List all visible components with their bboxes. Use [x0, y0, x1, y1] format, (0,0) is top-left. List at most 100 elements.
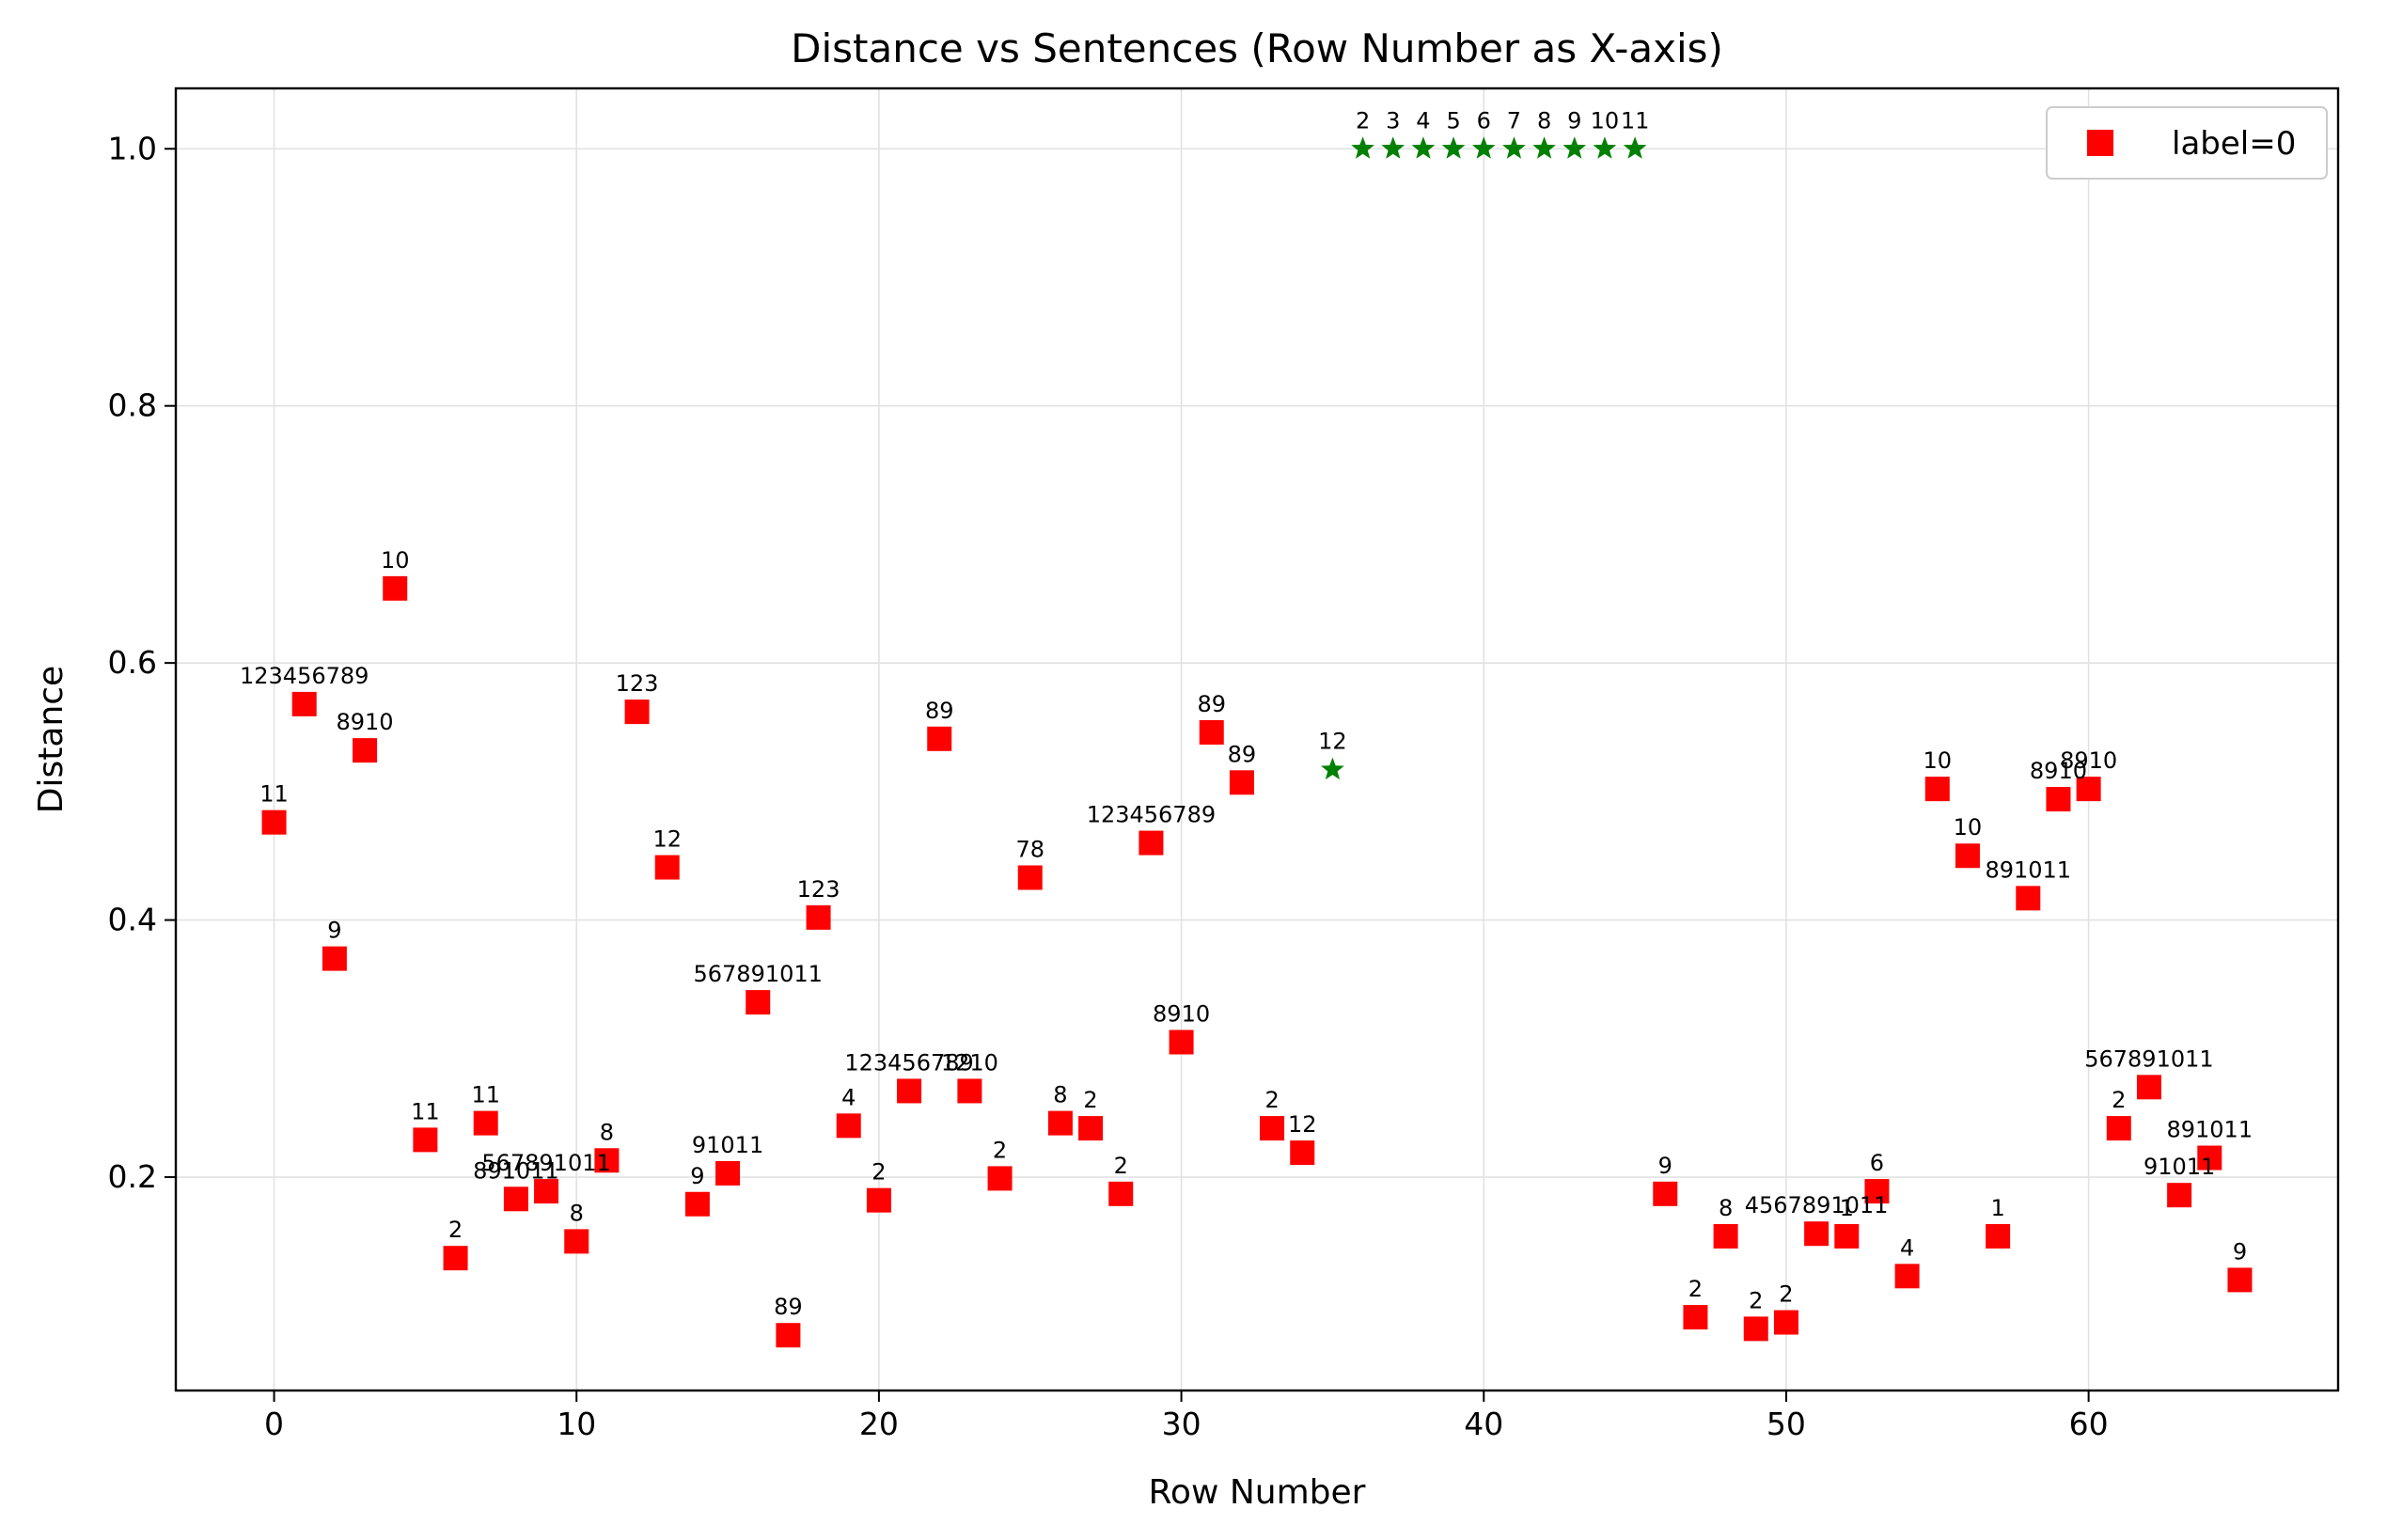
star-marker: [1321, 757, 1344, 780]
point-label: 89: [925, 698, 954, 724]
x-tick-label: 10: [557, 1406, 596, 1442]
square-marker: [503, 1186, 528, 1212]
point-label: 9: [2233, 1238, 2247, 1265]
point-label: 8910: [337, 709, 394, 735]
square-marker: [2227, 1267, 2253, 1293]
point-label: 12: [1288, 1111, 1317, 1138]
y-tick-label: 1.0: [108, 130, 157, 166]
point-label: 91011: [2144, 1154, 2215, 1180]
star-marker: [1532, 136, 1556, 159]
square-marker: [2167, 1183, 2192, 1208]
point-label: 6: [1870, 1150, 1884, 1176]
square-marker: [443, 1246, 468, 1271]
square-marker: [866, 1187, 891, 1213]
square-marker: [1894, 1264, 1920, 1289]
square-marker: [1108, 1181, 1134, 1206]
point-label: 8910: [2060, 747, 2117, 774]
point-label: 89: [1228, 741, 1257, 767]
square-marker: [715, 1160, 741, 1186]
y-tick-label: 0.2: [108, 1158, 157, 1195]
axis-ticks: 0 10 20 30 40 50 60 0.2 0.4 0.6 0.8 1.0: [108, 130, 2109, 1442]
point-label: 4: [1900, 1234, 1914, 1261]
square-marker: [2016, 886, 2041, 911]
point-label: 10: [1924, 747, 1953, 774]
y-tick-label: 0.4: [108, 902, 157, 938]
point-label: 10: [381, 547, 410, 574]
point-label: 2: [2112, 1087, 2126, 1113]
square-marker: [1804, 1221, 1830, 1247]
point-label: 8910: [2030, 758, 2087, 784]
point-label: 567891011: [694, 961, 823, 987]
square-marker: [2136, 1075, 2161, 1100]
square-marker: [2076, 777, 2101, 802]
x-tick-label: 20: [859, 1406, 899, 1442]
point-label: 78: [1015, 836, 1044, 862]
point-label: 4: [1416, 107, 1430, 134]
square-marker: [1986, 1223, 2011, 1249]
square-marker: [1834, 1223, 1860, 1249]
point-label: 8: [1053, 1082, 1067, 1108]
point-label: 891011: [2166, 1117, 2253, 1143]
point-label: 1: [1840, 1195, 1854, 1221]
point-label: 123456789: [240, 663, 369, 689]
x-axis-label: Row Number: [1149, 1473, 1366, 1512]
square-marker: [1713, 1223, 1738, 1249]
point-label: 3: [1386, 107, 1400, 134]
square-marker: [413, 1127, 438, 1153]
point-label: 7: [1507, 107, 1521, 134]
point-label: 123456789: [1087, 802, 1216, 828]
point-label: 2: [1356, 107, 1370, 134]
point-label: 2: [448, 1217, 463, 1243]
plot-frame: [174, 86, 2340, 1392]
point-label: 2: [1688, 1276, 1703, 1302]
square-marker: [1139, 830, 1164, 856]
square-marker: [1290, 1140, 1315, 1166]
square-marker: [684, 1191, 710, 1217]
point-label: 5: [1446, 107, 1460, 134]
star-marker: [1471, 136, 1496, 159]
square-marker: [1169, 1029, 1194, 1055]
square-marker: [836, 1113, 861, 1139]
legend-label-0: label=0: [2172, 125, 2296, 163]
square-marker: [2197, 1145, 2222, 1171]
point-label: 2: [1264, 1087, 1279, 1113]
x-tick-label: 50: [1767, 1406, 1806, 1442]
point-label: 10: [1954, 814, 1983, 841]
point-label: 123: [797, 876, 840, 903]
square-marker: [322, 946, 347, 971]
x-tick-label: 60: [2069, 1406, 2109, 1442]
square-marker: [1864, 1179, 1890, 1204]
square-marker: [1229, 770, 1254, 795]
point-label: 9: [1567, 107, 1581, 134]
square-marker: [624, 699, 650, 725]
square-marker: [746, 990, 771, 1015]
square-marker: [1017, 865, 1043, 890]
point-label: 6: [1477, 107, 1491, 134]
point-label: 89: [774, 1294, 803, 1320]
point-label: 8: [1719, 1195, 1733, 1221]
point-label: 891011: [473, 1157, 559, 1184]
y-tick-label: 0.8: [108, 387, 157, 424]
point-label: 2: [1749, 1287, 1763, 1313]
square-marker: [473, 1110, 498, 1136]
point-label: 2: [872, 1159, 886, 1186]
square-marker: [927, 726, 952, 751]
square-marker: [957, 1078, 982, 1104]
square-marker: [564, 1229, 589, 1254]
point-label: 123456789: [844, 1049, 973, 1076]
point-label: 8: [600, 1119, 614, 1145]
square-marker: [1047, 1110, 1073, 1136]
y-axis-label: Distance: [32, 666, 71, 813]
grid: [176, 88, 2338, 1391]
point-label: 2: [993, 1137, 1007, 1163]
point-label: 10: [1591, 107, 1620, 134]
square-marker: [2106, 1116, 2131, 1141]
x-tick-label: 40: [1464, 1406, 1503, 1442]
star-marker: [1502, 136, 1526, 159]
point-label: 11: [471, 1082, 500, 1108]
x-tick-label: 30: [1162, 1406, 1201, 1442]
square-marker: [806, 904, 831, 930]
y-tick-label: 0.6: [108, 644, 157, 681]
square-marker: [383, 575, 408, 601]
